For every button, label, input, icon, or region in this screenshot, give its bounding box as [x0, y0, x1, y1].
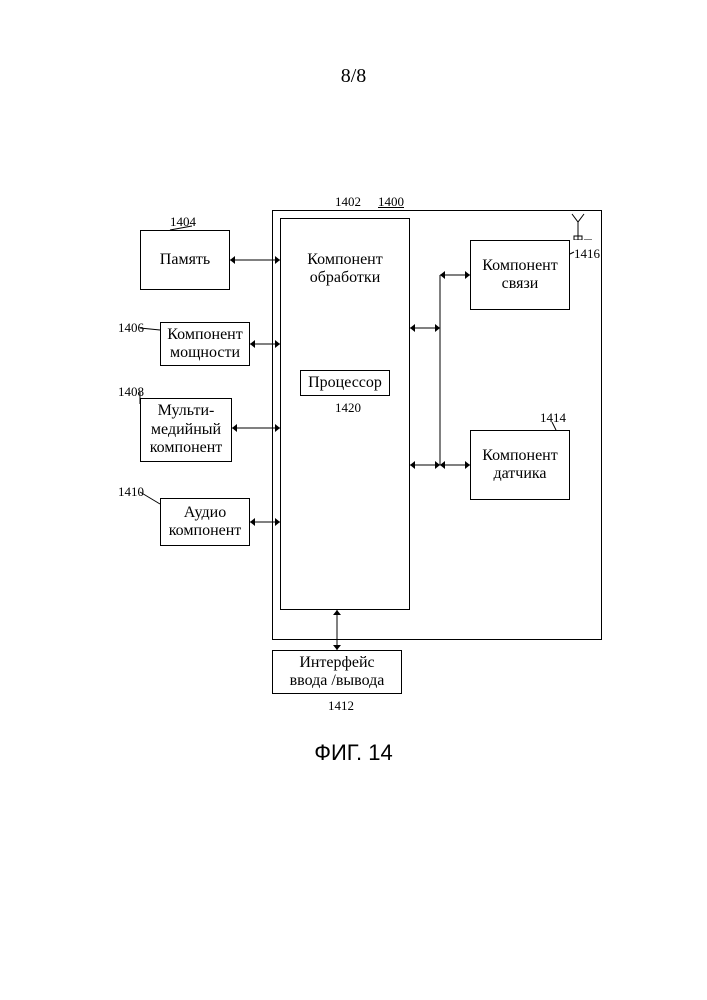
- ref-1404: 1404: [170, 214, 196, 230]
- memory-label: Память: [160, 251, 210, 269]
- ref-1402: 1402: [335, 194, 361, 210]
- communication-component-box: Компонентсвязи: [470, 240, 570, 310]
- audio-component-box: Аудиокомпонент: [160, 498, 250, 546]
- processing-component-label: Компонентобработки: [307, 251, 382, 286]
- page-number: 8/8: [0, 65, 707, 88]
- multimedia-label: Мульти-медийныйкомпонент: [150, 402, 223, 457]
- block-diagram: Компонентобработки Процессор Память Комп…: [100, 200, 610, 720]
- io-interface-box: Интерфейсввода /вывода: [272, 650, 402, 694]
- ref-1408: 1408: [118, 384, 144, 400]
- audio-label: Аудиокомпонент: [169, 504, 242, 541]
- power-component-box: Компонентмощности: [160, 322, 250, 366]
- power-label: Компонентмощности: [167, 326, 242, 363]
- io-label: Интерфейсввода /вывода: [290, 654, 385, 691]
- sensor-label: Компонентдатчика: [482, 447, 557, 484]
- processor-box: Процессор: [300, 370, 390, 396]
- ref-1412: 1412: [328, 698, 354, 714]
- ref-1416: 1416: [574, 246, 600, 262]
- ref-1410: 1410: [118, 484, 144, 500]
- multimedia-component-box: Мульти-медийныйкомпонент: [140, 398, 232, 462]
- ref-1420: 1420: [335, 400, 361, 416]
- memory-box: Память: [140, 230, 230, 290]
- processor-label: Процессор: [308, 374, 382, 392]
- sensor-component-box: Компонентдатчика: [470, 430, 570, 500]
- ref-1406: 1406: [118, 320, 144, 336]
- ref-1414: 1414: [540, 410, 566, 426]
- figure-caption: ФИГ. 14: [0, 740, 707, 766]
- ref-1400: 1400: [378, 194, 404, 210]
- comm-label: Компонентсвязи: [482, 257, 557, 294]
